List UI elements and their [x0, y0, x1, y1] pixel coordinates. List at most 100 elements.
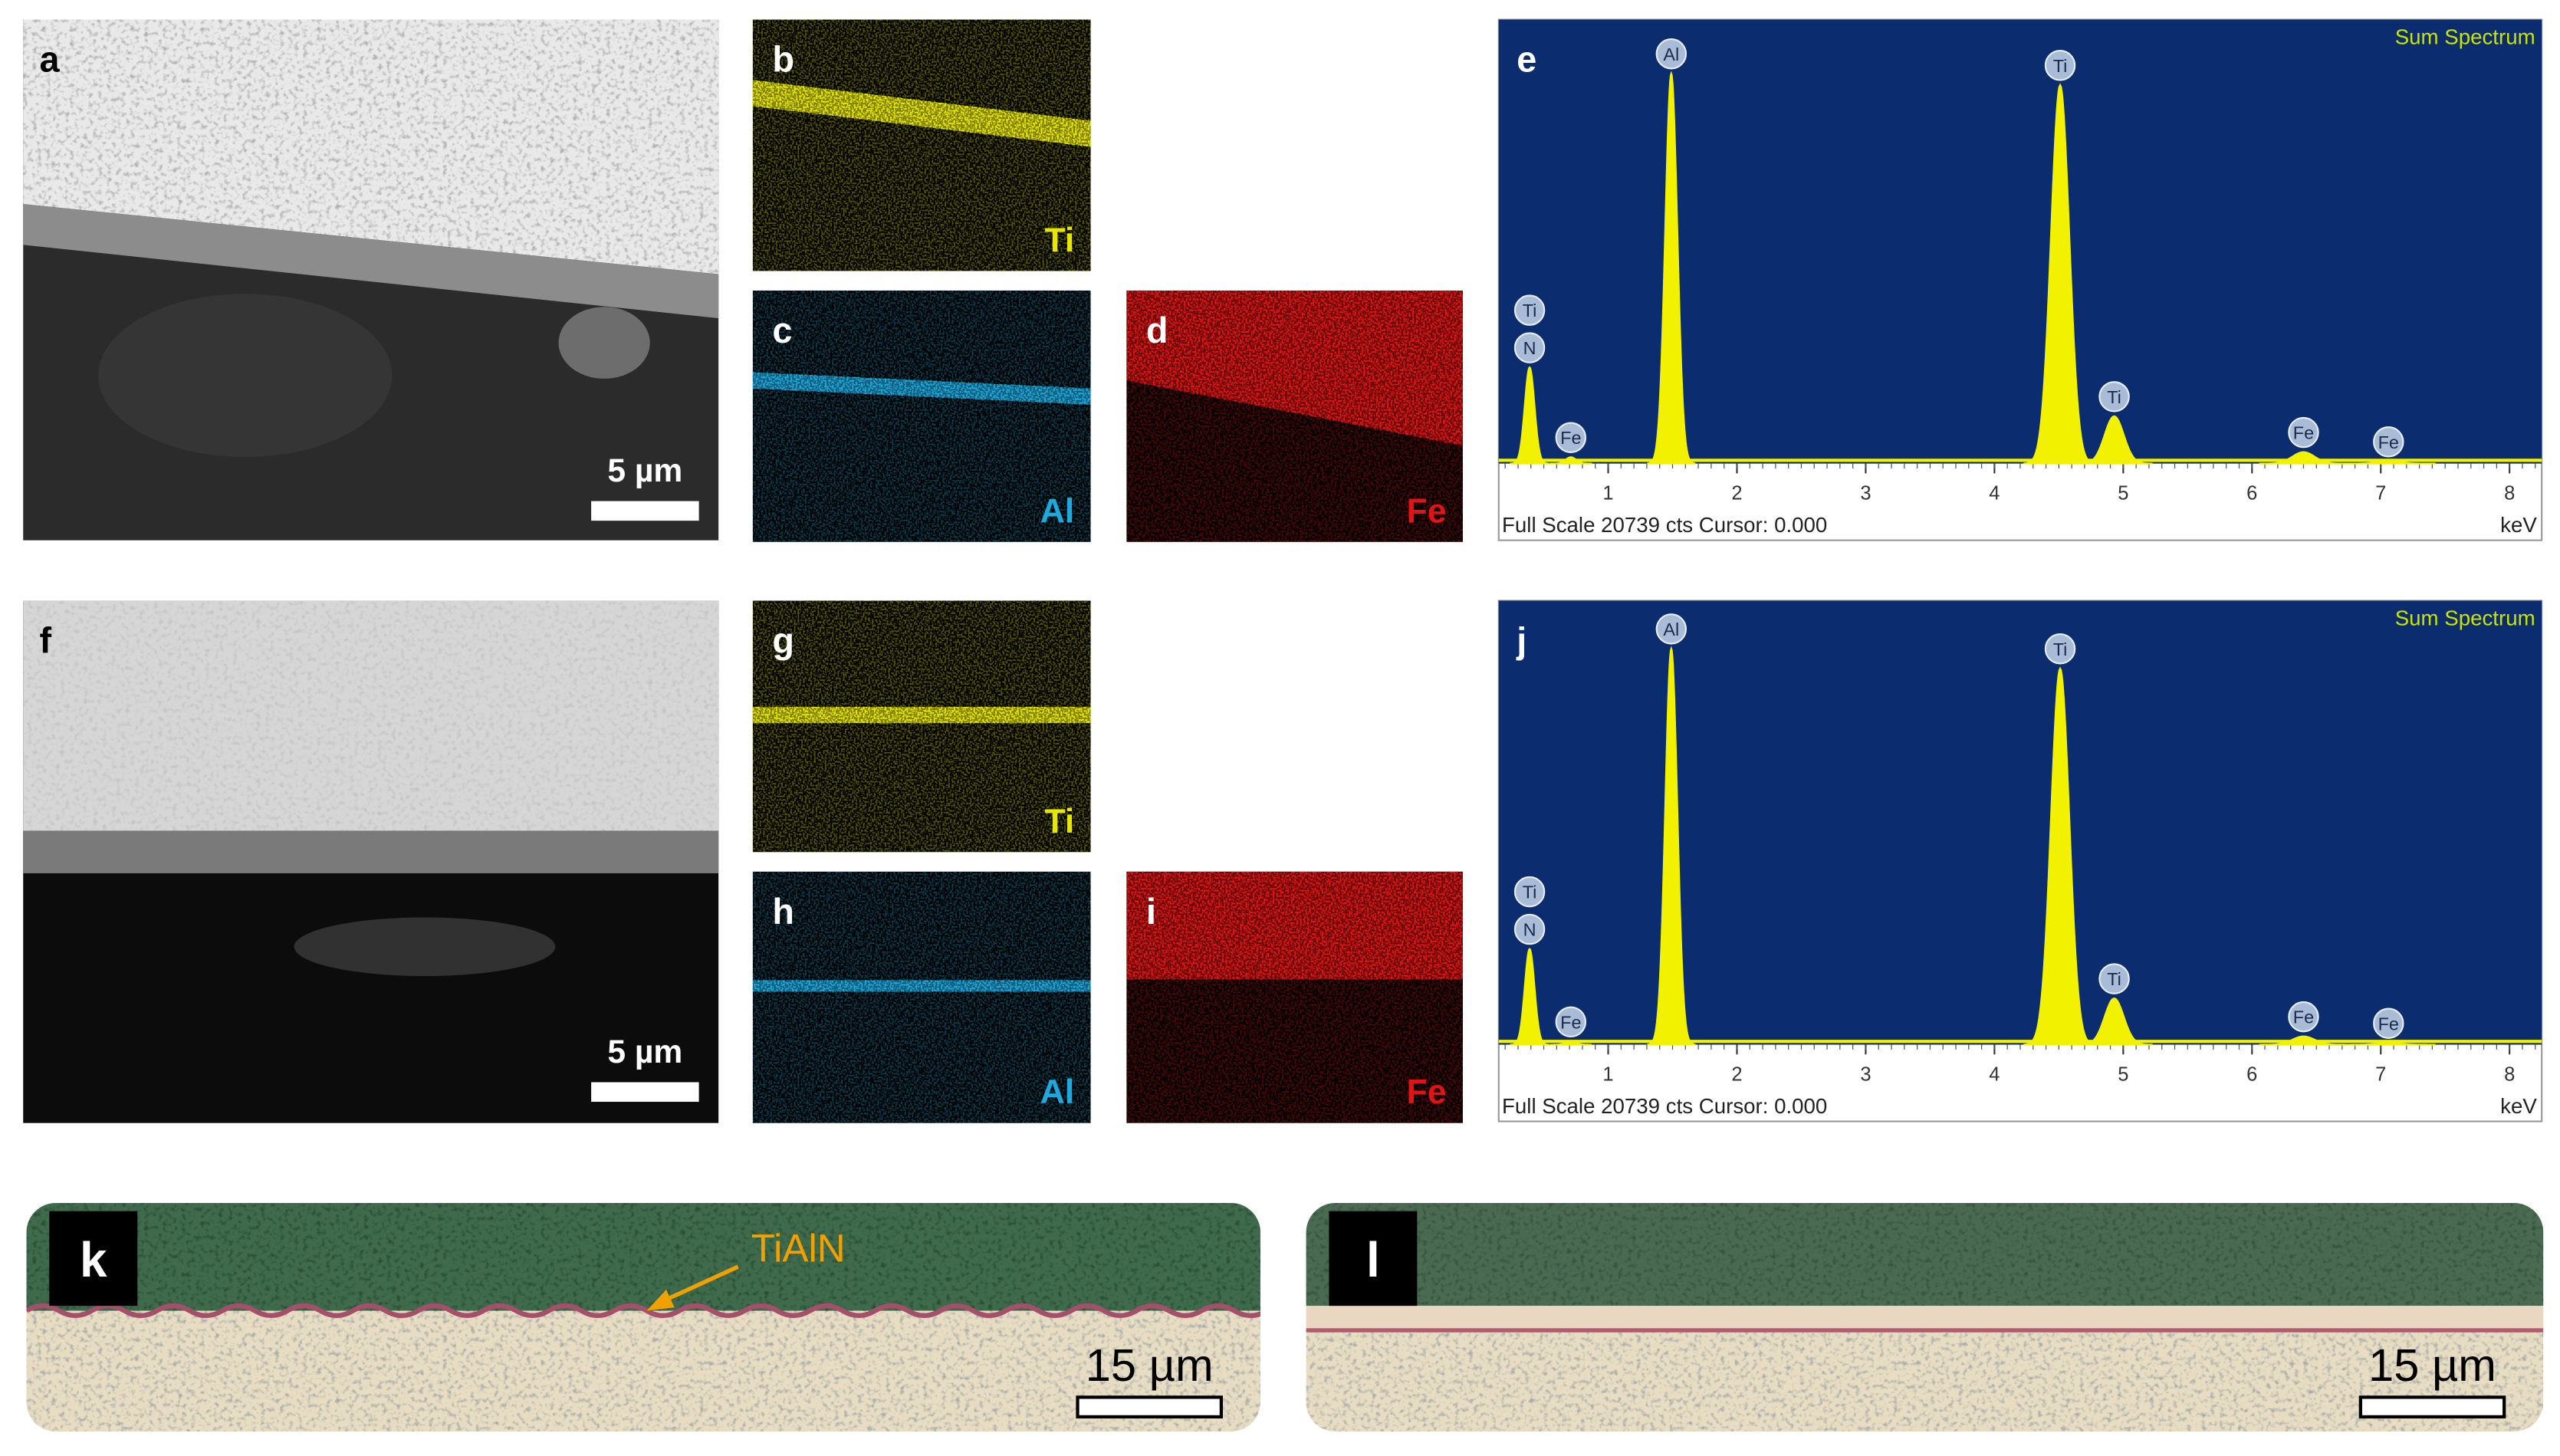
x-tick-label: 2	[1731, 1063, 1742, 1085]
peak-marker	[1513, 876, 1546, 908]
peak-marker	[2044, 633, 2076, 665]
element-maps: b Ti c Al d Fe g Ti h Al i Fe	[752, 19, 1463, 1123]
peak-marker	[1513, 913, 1546, 945]
panel-label: d	[1146, 311, 1168, 350]
element-label: Fe	[1406, 492, 1446, 530]
map-noise	[752, 19, 1091, 271]
spectrum-title: Sum Spectrum	[2395, 25, 2535, 48]
peak	[1549, 456, 1592, 465]
scale-bar-label: 5 µm	[607, 452, 682, 489]
peak-label: Al	[1663, 44, 1679, 64]
x-tick-label: 8	[2504, 482, 2515, 504]
peak-label: Ti	[2107, 969, 2121, 989]
spectrum: 1 2 3 4 5 6 7 8 Ti N Fe Al Ti Ti Fe Fe e Sum Spectrum Full…	[1497, 18, 2543, 541]
peak-label: Fe	[2293, 423, 2314, 443]
peak-marker	[1513, 294, 1546, 326]
peak	[1647, 646, 1696, 1046]
x-tick-label: 6	[2246, 1063, 2257, 1085]
x-tick-label: 2	[1731, 482, 1742, 504]
x-tick-label: 8	[2504, 1063, 2515, 1085]
x-tick-label: 1	[1602, 482, 1613, 504]
panel-label: f	[40, 621, 52, 661]
peak	[2023, 83, 2097, 465]
peak-label: Fe	[1560, 1012, 1581, 1032]
panel-label: l	[1366, 1232, 1380, 1287]
peak	[1510, 948, 1549, 1046]
peak-label: Fe	[2378, 1014, 2399, 1034]
spectrum: 1 2 3 4 5 6 7 8 Ti N Fe Al Ti Ti Fe Fe j Sum Spectrum Full…	[1497, 600, 2543, 1122]
element-label: Fe	[1406, 1073, 1446, 1111]
peak-label: Ti	[2053, 639, 2068, 659]
peak-label: Fe	[2378, 432, 2399, 452]
peak-marker	[2373, 1007, 2404, 1039]
element-label: Ti	[1044, 803, 1074, 840]
peak-label: N	[1523, 920, 1536, 940]
element-label: Ti	[1044, 222, 1074, 259]
panel-label: i	[1146, 892, 1156, 932]
panel-label: j	[1516, 621, 1526, 661]
peak	[2259, 451, 2348, 465]
spectrum-footer: Full Scale 20739 cts Cursor: 0.000	[1502, 1094, 1827, 1118]
peak	[2341, 1042, 2436, 1046]
panel-label: e	[1517, 40, 1536, 80]
annotation: TiAlN	[751, 1227, 846, 1270]
x-tick-label: 5	[2118, 1063, 2128, 1085]
peak-label: Ti	[2053, 56, 2068, 76]
scale-bar-label: 5 µm	[607, 1034, 682, 1070]
peak-label: N	[1523, 338, 1536, 358]
peak	[1647, 71, 1696, 465]
peak-label: Fe	[1560, 428, 1581, 448]
peak	[2075, 415, 2153, 465]
panel-label: c	[772, 311, 792, 350]
spectra: 1 2 3 4 5 6 7 8 Ti N Fe Al Ti Ti Fe Fe e Sum Spectrum Full…	[1497, 18, 2543, 1122]
peak-marker	[1655, 613, 1687, 645]
element-band-speckle	[752, 372, 1091, 405]
x-unit: keV	[2500, 1094, 2537, 1118]
x-tick-label: 7	[2375, 482, 2386, 504]
peak-label: Ti	[1523, 882, 1537, 902]
element-band-speckle	[752, 80, 1091, 147]
peak	[2341, 460, 2436, 465]
peak-marker	[2098, 963, 2130, 994]
peak-label: Ti	[1523, 301, 1537, 320]
element-map: b Ti	[752, 19, 1091, 271]
element-band-speckle	[752, 706, 1091, 724]
panel-label: k	[80, 1232, 107, 1287]
peak-label: Fe	[2293, 1007, 2314, 1027]
panel-label: a	[40, 40, 61, 80]
peak-marker	[2373, 426, 2404, 458]
x-tick-label: 1	[1602, 1063, 1613, 1085]
peak	[2259, 1035, 2348, 1046]
plot-area	[1498, 19, 2542, 464]
peak	[1510, 366, 1549, 465]
x-tick-label: 4	[1989, 482, 2000, 504]
map-noise	[752, 600, 1091, 853]
panel-label: g	[772, 621, 794, 661]
element-label: Al	[1040, 492, 1075, 530]
panel-label: b	[772, 40, 794, 80]
panel-label: h	[772, 892, 794, 932]
peak-label: Al	[1663, 620, 1679, 639]
sem-image: a 5 µm	[23, 19, 719, 541]
spectrum-footer: Full Scale 20739 cts Cursor: 0.000	[1502, 513, 1827, 537]
element-label: Al	[1040, 1073, 1075, 1111]
element-map: h Al	[752, 871, 1091, 1123]
peak-marker	[1555, 422, 1587, 453]
element-map: c Al	[752, 290, 1091, 542]
spectrum-title: Sum Spectrum	[2395, 606, 2535, 629]
peak-marker	[1513, 332, 1546, 363]
x-unit: keV	[2500, 513, 2537, 537]
element-map: d Fe	[1126, 290, 1463, 542]
element-region-speckle	[1126, 871, 1463, 980]
scale-bar-label: 15 µm	[1086, 1339, 1214, 1391]
peak-marker	[1655, 38, 1687, 70]
peak-marker	[2044, 50, 2076, 81]
x-tick-label: 4	[1989, 1063, 2000, 1085]
peak-marker	[1555, 1006, 1587, 1038]
map-noise	[752, 290, 1091, 542]
element-region-speckle	[1126, 290, 1463, 446]
peak	[1549, 1040, 1592, 1046]
x-tick-label: 7	[2375, 1063, 2386, 1085]
